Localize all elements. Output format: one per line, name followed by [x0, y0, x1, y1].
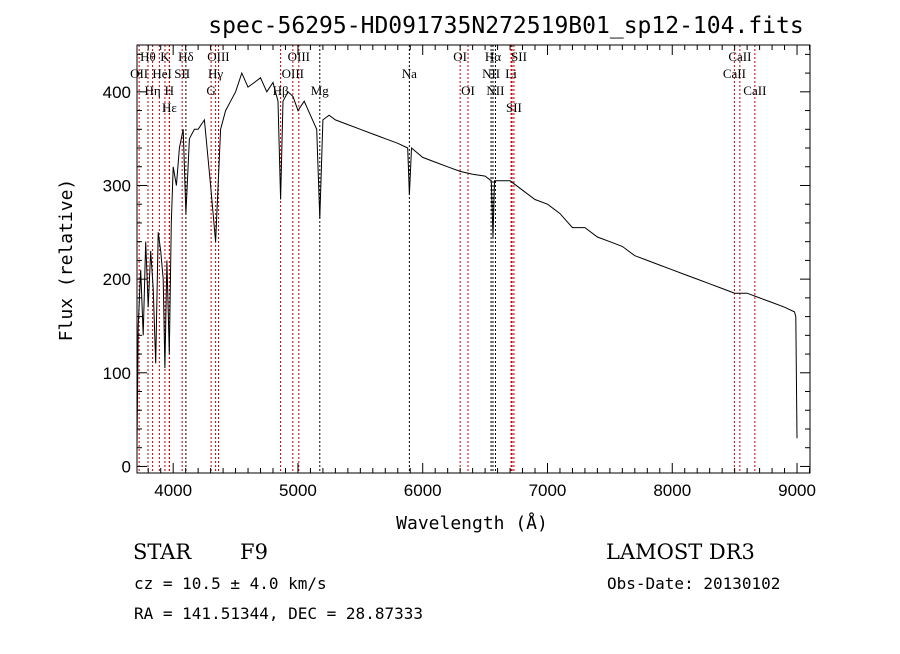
- subclass: F9: [240, 540, 268, 564]
- spectral-line-label: G: [206, 83, 215, 98]
- y-tick-label: 100: [103, 364, 131, 383]
- spectral-line-label: CaII: [723, 66, 746, 81]
- redshift-cz: cz = 10.5 ± 4.0 km/s: [134, 574, 327, 593]
- chart-title: spec-56295-HD091735N272519B01_sp12-104.f…: [208, 13, 803, 39]
- coordinates: RA = 141.51344, DEC = 28.87333: [134, 604, 423, 623]
- spectral-line-label: Mg: [311, 83, 330, 98]
- y-tick-label: 0: [122, 457, 131, 476]
- x-tick-label: 9000: [778, 481, 816, 500]
- spectral-line-label: Li: [505, 66, 517, 81]
- spectral-line-label: Hβ: [273, 83, 289, 98]
- object-class: STAR: [133, 540, 192, 564]
- survey-label: LAMOST DR3: [606, 540, 755, 564]
- y-tick-label: 200: [103, 270, 131, 289]
- spectral-line-label: NII: [486, 83, 504, 98]
- spectral-line-label: Na: [402, 66, 417, 81]
- spectral-line-label: OIII: [207, 49, 229, 64]
- y-tick-label: 300: [103, 176, 131, 195]
- spectral-line-label: CaII: [743, 83, 766, 98]
- spectral-line-label: SII: [174, 66, 190, 81]
- spectral-line-label: Hα: [485, 49, 501, 64]
- axis-ticks: 4000 5000 6000 7000 8000 9000 0 100 200 300 400: [103, 45, 816, 500]
- spectral-line-label: Hγ: [208, 66, 223, 81]
- spectral-line-label: Hε: [162, 100, 177, 115]
- spectral-line-label: OIII: [288, 49, 310, 64]
- spectral-line-label: SII: [511, 49, 527, 64]
- x-axis-label: Wavelength (Å): [396, 512, 548, 534]
- spectral-line-labels: OIIHθHηHeIKHHεSIIHδGHγOIIIHβOIIIOIIIMgNa…: [130, 49, 766, 115]
- spectral-line-label: SII: [506, 100, 522, 115]
- spectral-line-label: CaII: [728, 49, 751, 64]
- spectral-line-label: NII: [482, 66, 500, 81]
- y-tick-label: 400: [103, 83, 131, 102]
- x-tick-label: 6000: [404, 481, 442, 500]
- spectral-line-label: OIII: [282, 66, 304, 81]
- spectral-line-label: H: [165, 83, 174, 98]
- spectral-line-label: Hη: [145, 83, 161, 98]
- spectral-line-label: Hδ: [178, 49, 194, 64]
- spectral-line-label: OI: [453, 49, 467, 64]
- x-tick-label: 8000: [653, 481, 691, 500]
- obs-date: Obs-Date: 20130102: [607, 574, 780, 593]
- plot-frame: [136, 44, 811, 474]
- spectral-line-label: HeI: [152, 66, 172, 81]
- y-axis-label: Flux (relative): [56, 179, 77, 342]
- spectral-line-label: K: [160, 49, 170, 64]
- spectrum-line: [136, 71, 798, 448]
- x-tick-label: 4000: [154, 481, 192, 500]
- x-tick-label: 7000: [529, 481, 567, 500]
- spectral-line-label: OI: [461, 83, 475, 98]
- spectral-line-label: Hθ: [140, 49, 156, 64]
- x-tick-label: 5000: [279, 481, 317, 500]
- spectral-lines: [138, 45, 756, 473]
